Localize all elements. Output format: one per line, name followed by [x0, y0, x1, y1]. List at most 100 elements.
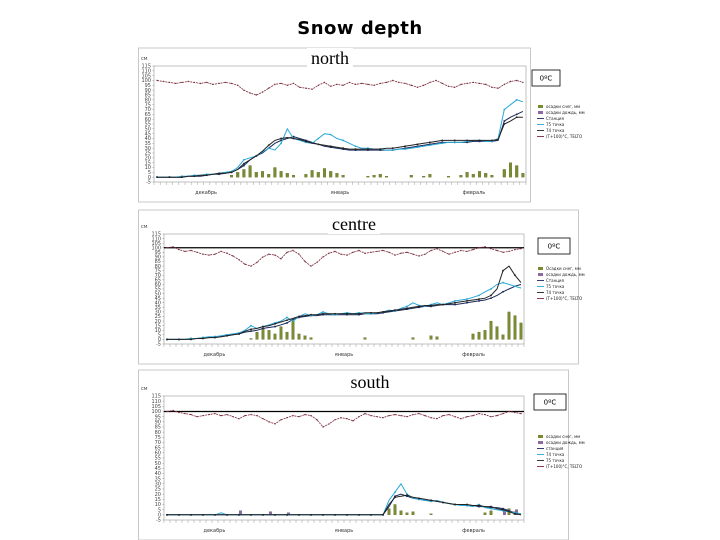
chart-north-temperature-point-31: [348, 81, 350, 84]
chart-centre-temperature-point-21: [292, 249, 294, 252]
chart-south: см -5051015202530354045505560657075808590…: [138, 369, 585, 540]
chart-centre-series-2-point-18: [274, 323, 276, 325]
chart-centre-series-0-point-20: [286, 322, 288, 324]
chart-north-bar-58: [515, 165, 519, 178]
chart-south-legend-label-2: станция: [546, 446, 564, 451]
chart-north-bar-19: [273, 167, 277, 178]
chart-centre-temperature-point-34: [370, 251, 372, 254]
chart-centre-ytick-16: 75: [155, 268, 161, 274]
chart-north-bar-50: [465, 172, 469, 178]
chart-centre-temperature-point-14: [250, 265, 252, 267]
chart-north-temperature-point-58: [516, 79, 518, 82]
chart-south-ytick-24: 115: [151, 394, 161, 400]
chart-centre-series-2-point-14: [250, 328, 252, 331]
chart-centre-series-2-point-34: [370, 312, 372, 314]
chart-north-ytick-11: 50: [145, 127, 151, 133]
chart-north-temperature-point-56: [503, 83, 505, 86]
chart-north-temperature-point-52: [478, 82, 481, 85]
chart-centre: см -5051015202530354045505560657075808590…: [138, 209, 585, 365]
chart-centre-bar-55: [495, 326, 499, 340]
chart-south-temperature-point-26: [322, 426, 324, 428]
chart-south-temperature-point-53: [484, 413, 486, 416]
chart-centre-temperature-point-16: [262, 256, 264, 258]
chart-south-temperature-point-29: [340, 417, 342, 419]
chart-north-series-2-point-38: [391, 147, 394, 149]
chart-south-ytick-4: 15: [155, 497, 161, 503]
chart-south-temperature-point-10: [226, 413, 228, 416]
chart-south-ytick-18: 85: [155, 425, 161, 431]
chart-north-bar-56: [502, 169, 506, 178]
chart-north-temperature-point-35: [373, 84, 375, 87]
chart-south-temperature-point-31: [352, 420, 354, 422]
chart-north-series-1-point-32: [354, 145, 357, 148]
chart-south-temperature-point-25: [316, 419, 318, 421]
chart-centre-ytick-20: 95: [155, 250, 161, 256]
chart-north-temperature-point-18: [268, 87, 270, 89]
chart-north-series-1-point-46: [441, 142, 444, 145]
chart-north-series-2-point-42: [416, 143, 419, 146]
chart-north-temperature-point-32: [354, 83, 357, 86]
chart-centre-series-2-point-42: [418, 305, 420, 308]
chart-south-ytick-7: 30: [155, 482, 161, 488]
chart-south-ytick-13: 60: [155, 451, 161, 457]
chart-south-temperature-point-7: [208, 413, 210, 416]
chart-south-month-2: февраль: [462, 528, 485, 534]
chart-north-series-2-point-30: [342, 147, 344, 149]
chart-north-series-0-point-24: [305, 139, 307, 142]
chart-north-ytick-12: 55: [145, 122, 151, 128]
chart-north-series-2-point-28: [329, 145, 332, 148]
chart-north-temperature-point-51: [472, 81, 474, 84]
chart-north-series-2-point-6: [193, 175, 196, 177]
chart-centre-temperature-point-12: [238, 258, 240, 261]
chart-centre-temperature-point-23: [304, 260, 306, 263]
chart-north-series-0-point-36: [379, 149, 382, 151]
chart-south-series-2-point-54: [490, 505, 492, 508]
chart-south-series-2-point-56: [502, 508, 504, 511]
chart-north-ylabel: см: [141, 56, 148, 62]
chart-centre-bar-53: [483, 330, 487, 340]
chart-north-bar-20: [279, 171, 283, 178]
chart-north-series-2-point-40: [404, 145, 406, 148]
chart-south-ytick-20: 95: [155, 414, 161, 420]
chart-south-bar-39: [399, 510, 403, 515]
chart-south-title-bg: [346, 372, 394, 392]
chart-south-temperature-point-55: [496, 414, 498, 417]
chart-south-legend-label-3: 74 точка: [546, 452, 565, 457]
chart-centre-temperature-point-9: [220, 250, 222, 253]
chart-south-temperature-point-41: [412, 413, 414, 416]
chart-centre-series-0-point-22: [298, 316, 300, 319]
chart-centre-ytick-3: 10: [155, 328, 161, 334]
chart-south-ytick-21: 100: [151, 409, 161, 415]
chart-south-legend-label-4: 75 точка: [546, 458, 565, 463]
chart-north-ytick-2: 5: [148, 170, 151, 176]
chart-south-temperature-point-3: [184, 412, 186, 415]
chart-south-ytick-2: 5: [158, 507, 161, 513]
chart-south-series-1-point-38: [394, 491, 396, 493]
chart-south-series-2-point-44: [430, 499, 432, 502]
chart-south-series-2-point-28: [334, 514, 336, 516]
chart-centre-ytick-14: 65: [155, 278, 161, 284]
chart-centre-series-1-point-52: [478, 294, 480, 297]
chart-north-temperature-point-0: [156, 79, 158, 82]
chart-north-series-0-point-14: [243, 164, 245, 167]
chart-north-bar-26: [316, 172, 320, 178]
chart-centre-series-2-point-30: [346, 312, 348, 315]
chart-centre-temperature-point-50: [466, 250, 468, 253]
chart-north-temperature-point-59: [522, 81, 524, 84]
chart-north-temperature-point-49: [460, 83, 462, 86]
chart-south-bar-38: [393, 504, 397, 515]
chart-centre-ytick-8: 35: [155, 305, 161, 311]
chart-north-month-2: февраль: [463, 190, 486, 196]
chart-centre-ytick-13: 60: [155, 282, 161, 288]
chart-south-temperature-point-39: [400, 414, 402, 417]
chart-south-temperature-point-43: [424, 414, 426, 417]
chart-centre-ytick-17: 80: [155, 264, 161, 270]
chart-centre-month-2: февраль: [462, 352, 485, 358]
chart-south-ytick-9: 40: [155, 471, 161, 477]
chart-north-temperature-point-19: [274, 83, 276, 86]
chart-north-ytick-16: 75: [145, 102, 151, 108]
chart-south-series-0-point-54: [490, 506, 492, 509]
chart-north-temperature-point-12: [230, 82, 233, 85]
chart-north-series-1-point-40: [404, 148, 406, 151]
chart-south-temperature-point-5: [196, 415, 198, 418]
